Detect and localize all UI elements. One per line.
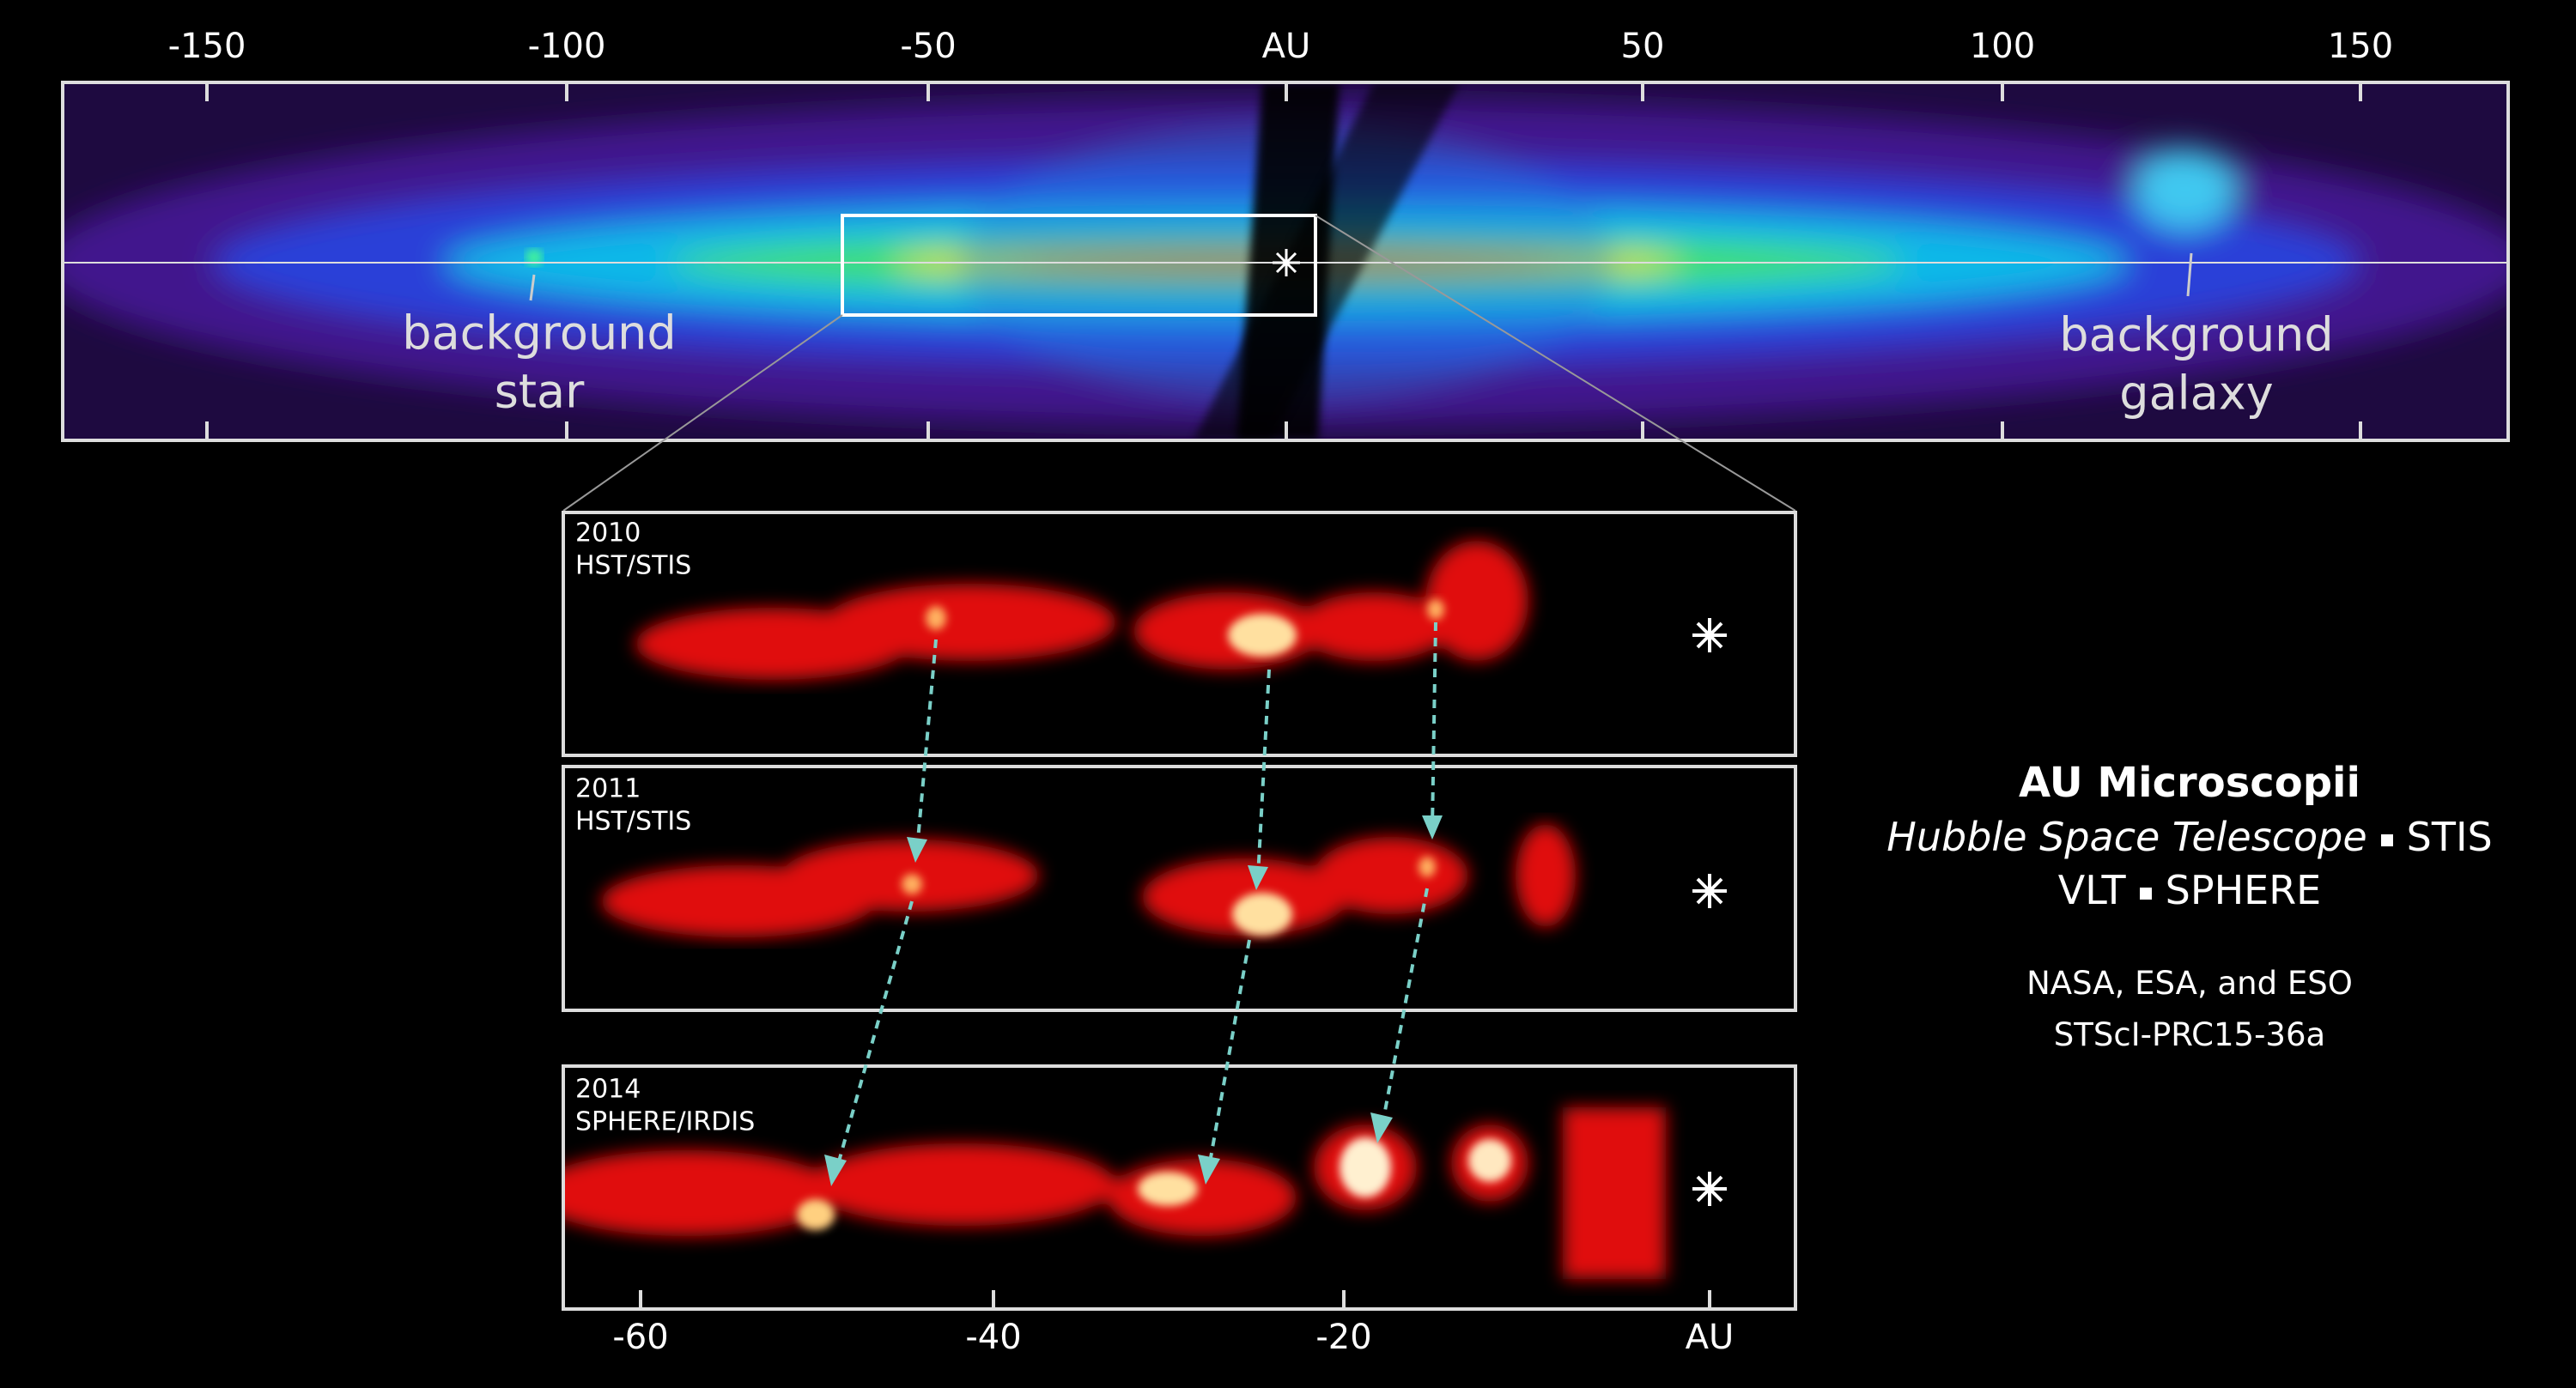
panel-image xyxy=(563,1107,1666,1279)
arrow-heads xyxy=(824,815,1443,1186)
top-tick-label: 100 xyxy=(1970,27,2035,66)
separator xyxy=(2139,887,2152,900)
zoom-box xyxy=(841,214,1317,317)
instrument-line: VLT SPHERE xyxy=(1846,864,2533,917)
bottom-tick-label: -60 xyxy=(612,1318,668,1357)
credit: STScI-PRC15-36a xyxy=(2053,1016,2326,1053)
telescope: Hubble Space Telescope xyxy=(1886,814,2367,860)
annotation: galaxy xyxy=(2119,367,2273,421)
bottom-tick-label: -20 xyxy=(1315,1318,1371,1357)
caption-title: AU Microscopii xyxy=(2019,759,2360,807)
caption: AU Microscopii Hubble Space Telescope STI… xyxy=(1846,755,2533,1061)
panel-label: 2014 xyxy=(575,1075,641,1105)
instrument: STIS xyxy=(2406,814,2493,860)
panel-label: SPHERE/IRDIS xyxy=(575,1107,755,1137)
panel-image xyxy=(601,824,1576,937)
zoom-line xyxy=(562,314,843,512)
motion-arrows xyxy=(835,621,1437,1168)
credit: NASA, ESA, and ESO xyxy=(2026,965,2353,1002)
top-tick-label: AU xyxy=(1262,27,1311,66)
zoom-line xyxy=(1315,215,1796,512)
telescope: VLT xyxy=(2057,867,2126,913)
top-tick-label: -50 xyxy=(900,27,956,66)
bottom-tick-label: -40 xyxy=(965,1318,1021,1357)
panel-label: HST/STIS xyxy=(575,807,691,837)
instrument: SPHERE xyxy=(2165,867,2322,913)
panel-label: HST/STIS xyxy=(575,551,691,581)
top-tick-label: 150 xyxy=(2328,27,2393,66)
bottom-tick-label: AU xyxy=(1686,1318,1735,1357)
annotation: background xyxy=(2059,308,2333,362)
arrow xyxy=(529,274,536,301)
panel-frames xyxy=(562,511,1797,1311)
panel-label: 2010 xyxy=(575,518,641,549)
top-tick-label: 50 xyxy=(1621,27,1665,66)
instrument-line: Hubble Space Telescope STIS xyxy=(1846,810,2533,864)
arrow xyxy=(2186,252,2193,297)
panel-image xyxy=(635,541,1528,680)
disk-image xyxy=(63,82,2508,440)
panel-label: 2011 xyxy=(575,774,641,804)
top-tick-label: -150 xyxy=(168,27,246,66)
separator xyxy=(2380,833,2393,846)
star-icons xyxy=(1692,618,1727,1206)
annotation: star xyxy=(495,365,585,419)
annotation: background xyxy=(402,306,676,361)
top-tick-label: -100 xyxy=(528,27,606,66)
